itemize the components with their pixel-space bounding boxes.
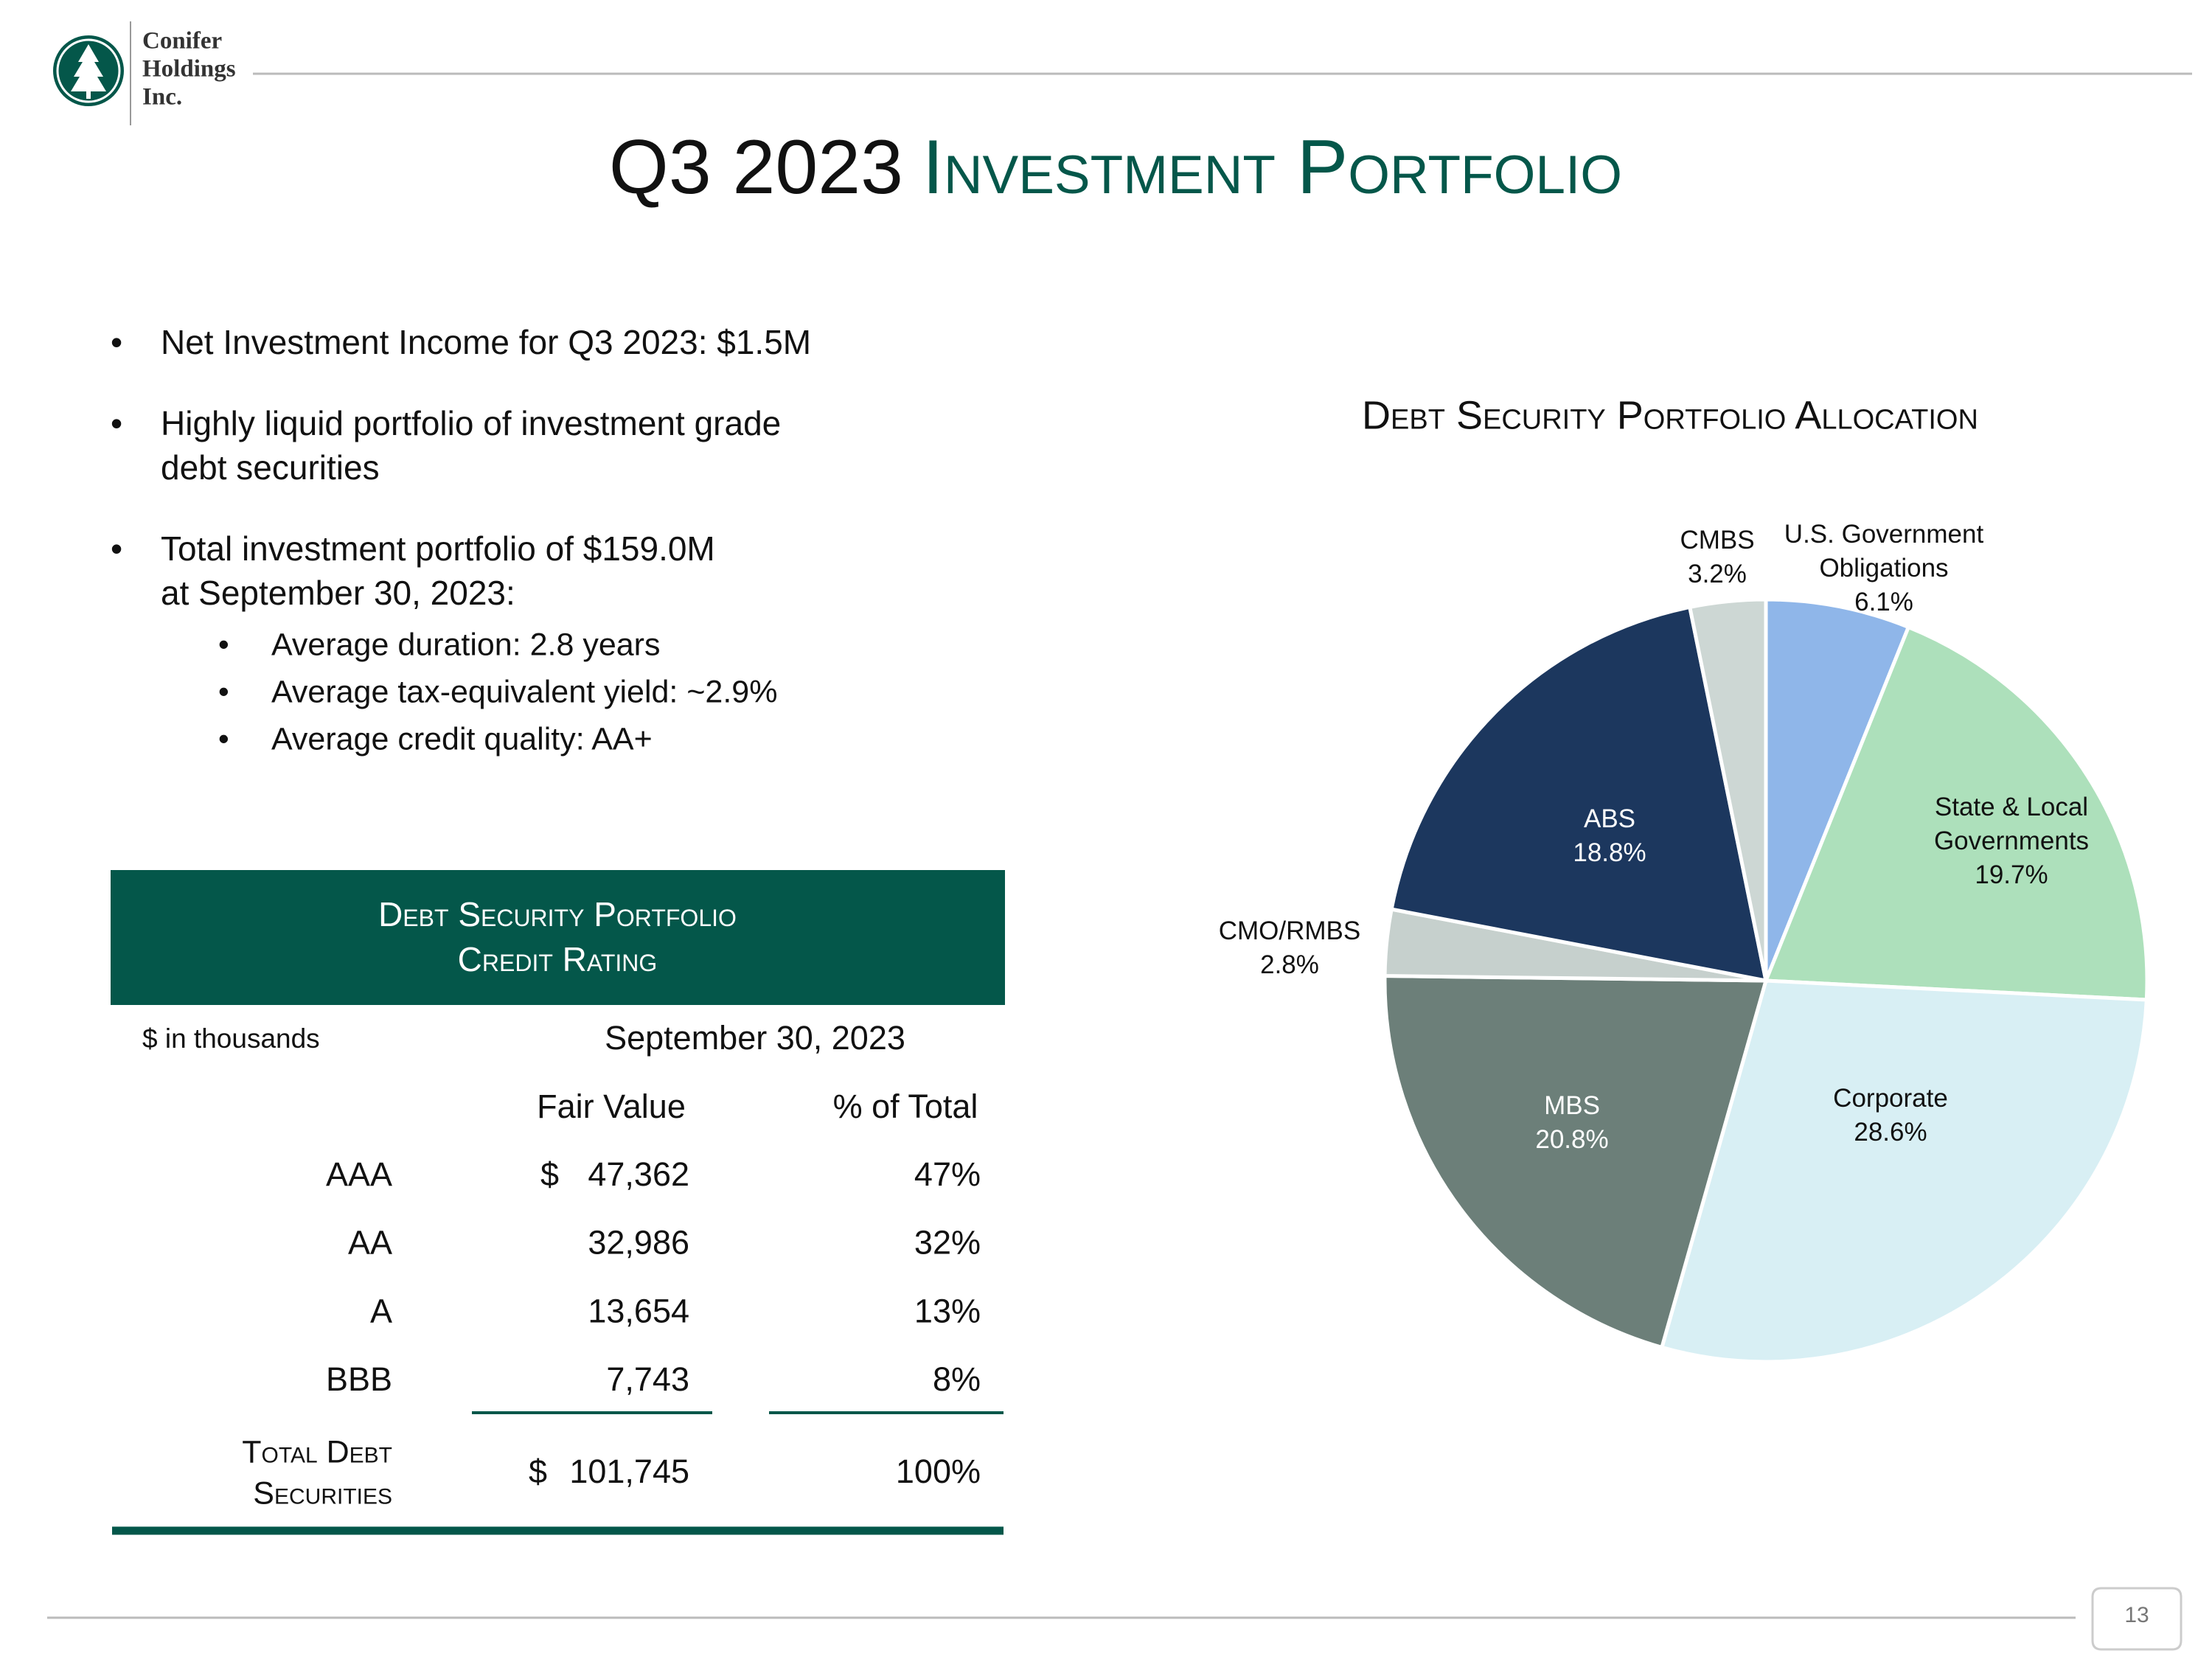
rating: AAA (326, 1155, 392, 1193)
slice-label: MBS 20.8% (1498, 1089, 1646, 1157)
page-number-box (2091, 1587, 2183, 1651)
table-title: Debt Security Portfolio (378, 895, 737, 933)
pie (1382, 597, 2149, 1364)
bullet-dot: • (111, 404, 122, 442)
rating: BBB (326, 1360, 392, 1398)
percent: 13% (914, 1292, 981, 1329)
slide-title: Q3 2023 Investment Portfolio (609, 125, 1622, 210)
chart-title: Debt Security Portfolio Allocation (1362, 393, 1978, 437)
bullet-text: at September 30, 2023: (161, 574, 515, 612)
slice-category: U.S. Government Obligations (1784, 520, 1984, 582)
fair-value: 47,362 (588, 1155, 689, 1193)
pie-slice (1764, 597, 1911, 981)
total-label: Securities (253, 1475, 392, 1511)
column-header: % of Total (833, 1088, 978, 1125)
table-title: Credit Rating (458, 940, 658, 978)
slice-label: CMO/RMBS 2.8% (1205, 914, 1374, 982)
logo-text: Inc. (142, 84, 182, 111)
slice-label: State & Local Governments 19.7% (1916, 790, 2107, 892)
rating: AA (348, 1224, 392, 1262)
logo-text: Holdings (142, 56, 236, 83)
page-number: 13 (2124, 1603, 2149, 1627)
slice-value: 3.2% (1688, 560, 1747, 588)
slice-label: ABS 18.8% (1536, 802, 1683, 870)
slice-value: 6.1% (1854, 588, 1913, 616)
sub-bullet-text: Average duration: 2.8 years (271, 627, 661, 662)
slice-value: 2.8% (1260, 950, 1319, 979)
percent: 100% (896, 1453, 981, 1490)
slice-category: CMO/RMBS (1218, 917, 1361, 945)
sub-bullet-dot: • (218, 627, 229, 661)
slice-category: MBS (1544, 1091, 1600, 1120)
title-prefix: Q3 2023 (609, 125, 903, 210)
fair-value: 13,654 (588, 1292, 689, 1329)
pie-slice (1763, 625, 2149, 1002)
percent: 47% (914, 1155, 981, 1193)
slice-value: 28.6% (1854, 1118, 1927, 1147)
slice-label: Corporate 28.6% (1795, 1082, 1986, 1150)
bullet-dot: • (111, 529, 122, 568)
slice-category: State & Local Governments (1933, 793, 2090, 855)
slice-category: Corporate (1833, 1084, 1948, 1113)
logo-trunk (86, 91, 91, 99)
title-main: Investment Portfolio (922, 125, 1622, 210)
percent: 32% (914, 1224, 981, 1262)
bullet-dot: • (111, 323, 122, 361)
logo-tree (71, 44, 106, 91)
logo-text: Conifer (142, 28, 222, 55)
currency: $ (529, 1453, 547, 1490)
currency: $ (540, 1155, 559, 1193)
sub-bullet-dot: • (218, 721, 229, 756)
slice-value: 18.8% (1573, 838, 1646, 867)
sub-bullet-text: Average credit quality: AA+ (271, 721, 653, 757)
bullet-text: Highly liquid portfolio of investment gr… (161, 404, 781, 442)
pie-slice (1389, 605, 1769, 984)
fair-value: 32,986 (588, 1224, 689, 1262)
unit-note: $ in thousands (142, 1023, 320, 1054)
column-date: September 30, 2023 (605, 1019, 905, 1057)
bullet-text: Total investment portfolio of $159.0M (161, 529, 715, 568)
slice-label: U.S. Government Obligations 6.1% (1766, 518, 2002, 619)
slice-label: CMBS 3.2% (1666, 524, 1769, 591)
sub-bullet-text: Average tax-equivalent yield: ~2.9% (271, 674, 777, 709)
slice-value: 20.8% (1535, 1125, 1609, 1154)
pie-slice (1382, 973, 1769, 1350)
bullet-text: Net Investment Income for Q3 2023: $1.5M (161, 323, 811, 361)
column-header: Fair Value (537, 1088, 686, 1125)
pie-slice (1659, 978, 2149, 1364)
logo-ring (56, 38, 121, 103)
bullet-text: debt securities (161, 448, 380, 487)
slice-category: CMBS (1680, 526, 1755, 554)
pie-slice (1687, 597, 1768, 981)
total-label: Total Debt (242, 1434, 392, 1470)
slice-value: 19.7% (1975, 860, 2048, 889)
fair-value: 7,743 (606, 1360, 689, 1398)
sub-bullet-dot: • (218, 674, 229, 709)
table-header-box (111, 870, 1005, 1005)
percent: 8% (933, 1360, 981, 1398)
slice-category: ABS (1583, 804, 1636, 833)
fair-value: 101,745 (569, 1453, 689, 1490)
rating: A (370, 1292, 392, 1329)
